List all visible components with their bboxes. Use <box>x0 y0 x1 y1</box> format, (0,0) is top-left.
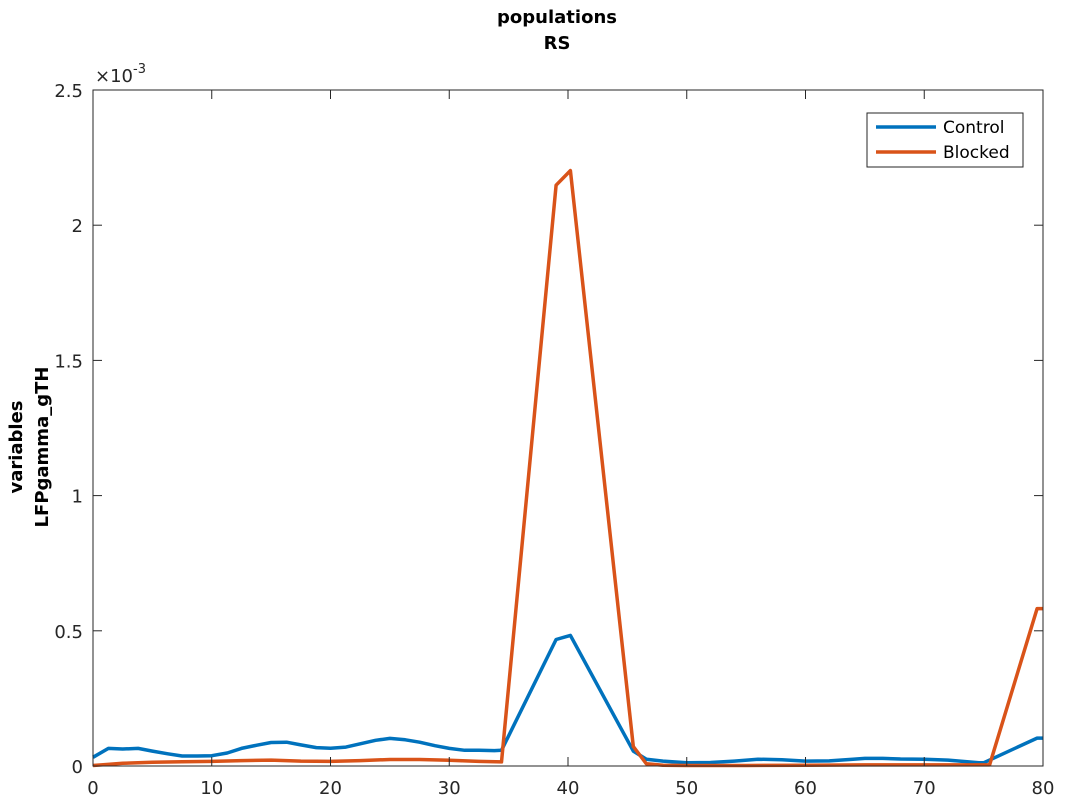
legend-label-blocked: Blocked <box>943 143 1010 163</box>
y-axis-label: variables LFPgamma_gTH <box>6 367 53 528</box>
legend-box <box>866 112 1024 168</box>
title-line: RS <box>544 33 571 54</box>
x-tick-label: 40 <box>557 778 580 799</box>
y-tick-label: 1.5 <box>54 351 83 372</box>
y-tick-label: 1 <box>72 487 83 508</box>
x-tick-label: 30 <box>438 778 461 799</box>
y-exponent-label: ×10-3 <box>95 62 146 87</box>
chart-title: populations RS <box>497 7 617 54</box>
series-line-control <box>92 633 1043 765</box>
series-lines <box>92 168 1043 768</box>
x-tick-label: 50 <box>675 778 698 799</box>
y-axis-label-line: LFPgamma_gTH <box>32 367 53 528</box>
y-tick-label: 0 <box>72 757 83 778</box>
y-axis-ticks: 0 0.5 1 1.5 2 2.5 <box>54 81 1043 778</box>
x-tick-label: 20 <box>319 778 342 799</box>
y-tick-label: 2 <box>72 216 83 237</box>
x-tick-label: 80 <box>1032 778 1055 799</box>
plot-area <box>93 90 1043 766</box>
x-axis-ticks: 0 10 20 30 40 50 60 70 80 <box>87 90 1054 799</box>
y-tick-label: 0.5 <box>54 622 83 643</box>
x-tick-label: 0 <box>87 778 98 799</box>
y-tick-label: 2.5 <box>54 81 83 102</box>
series-line-blocked <box>92 168 1043 768</box>
x-tick-label: 60 <box>794 778 817 799</box>
legend-label-control: Control <box>943 118 1004 138</box>
y-axis-exponent: ×10-3 <box>95 62 146 87</box>
y-axis-label-line: variables <box>6 400 27 493</box>
x-tick-label: 70 <box>913 778 936 799</box>
title-line: populations <box>497 7 617 28</box>
legend: Control Blocked <box>866 112 1024 168</box>
x-tick-label: 10 <box>200 778 223 799</box>
